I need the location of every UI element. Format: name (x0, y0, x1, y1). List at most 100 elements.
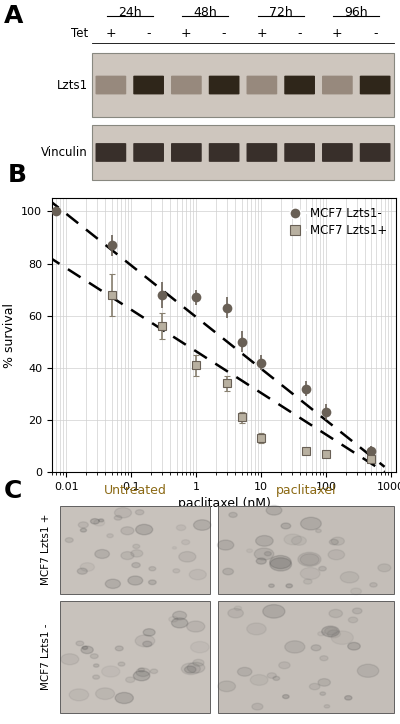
Circle shape (107, 534, 113, 538)
Circle shape (80, 563, 94, 571)
Circle shape (114, 508, 132, 518)
Circle shape (266, 505, 282, 515)
Circle shape (247, 623, 266, 635)
FancyBboxPatch shape (322, 75, 353, 94)
Circle shape (370, 583, 377, 587)
Circle shape (327, 630, 340, 638)
Circle shape (132, 563, 140, 568)
Circle shape (254, 548, 274, 560)
FancyBboxPatch shape (171, 75, 202, 94)
FancyBboxPatch shape (209, 75, 240, 94)
Circle shape (173, 569, 180, 573)
Circle shape (184, 666, 196, 673)
Circle shape (329, 539, 338, 544)
Circle shape (187, 621, 205, 632)
Circle shape (284, 534, 302, 544)
Text: Lzts1: Lzts1 (57, 78, 88, 91)
Circle shape (143, 628, 155, 636)
Circle shape (90, 654, 98, 659)
FancyBboxPatch shape (171, 143, 202, 162)
Circle shape (61, 654, 79, 665)
Circle shape (169, 617, 178, 622)
Circle shape (357, 664, 379, 678)
Circle shape (93, 675, 100, 679)
Text: +: + (106, 27, 116, 40)
Circle shape (320, 656, 328, 661)
Circle shape (252, 703, 263, 710)
Circle shape (328, 550, 344, 560)
Circle shape (331, 537, 344, 545)
Circle shape (193, 660, 204, 666)
Text: C: C (4, 479, 22, 503)
FancyBboxPatch shape (96, 75, 126, 94)
Circle shape (187, 662, 205, 673)
Circle shape (77, 568, 87, 574)
Text: paclitaxel: paclitaxel (276, 484, 336, 497)
Circle shape (80, 529, 86, 532)
Circle shape (270, 557, 292, 571)
FancyBboxPatch shape (360, 143, 390, 162)
Circle shape (318, 678, 330, 686)
Circle shape (218, 540, 234, 550)
Circle shape (191, 641, 209, 653)
Circle shape (256, 558, 266, 564)
Circle shape (229, 513, 237, 518)
Circle shape (223, 568, 234, 575)
Circle shape (318, 631, 324, 636)
Circle shape (263, 605, 285, 618)
Text: -: - (222, 27, 226, 40)
FancyBboxPatch shape (133, 75, 164, 94)
Y-axis label: % survival: % survival (3, 303, 16, 368)
FancyBboxPatch shape (218, 601, 394, 713)
Circle shape (345, 696, 352, 700)
Circle shape (136, 668, 150, 676)
Circle shape (298, 552, 321, 566)
Circle shape (172, 547, 176, 549)
Circle shape (300, 517, 321, 530)
Text: +: + (332, 27, 343, 40)
Circle shape (250, 675, 268, 686)
FancyBboxPatch shape (218, 505, 394, 594)
Text: 96h: 96h (344, 6, 368, 19)
FancyBboxPatch shape (322, 143, 353, 162)
Circle shape (316, 529, 321, 533)
Circle shape (238, 668, 252, 676)
Circle shape (194, 520, 211, 530)
Circle shape (133, 670, 150, 681)
Circle shape (131, 550, 143, 557)
Circle shape (324, 704, 330, 708)
FancyBboxPatch shape (246, 75, 277, 94)
Circle shape (76, 641, 84, 646)
Circle shape (78, 522, 88, 528)
Text: B: B (7, 164, 26, 188)
Circle shape (136, 524, 153, 535)
Circle shape (95, 550, 110, 558)
Circle shape (176, 525, 186, 531)
Circle shape (247, 549, 252, 552)
Text: 48h: 48h (193, 6, 217, 19)
Circle shape (348, 642, 360, 650)
Circle shape (270, 555, 291, 568)
Circle shape (267, 673, 276, 678)
Circle shape (143, 641, 152, 647)
Text: -: - (373, 27, 377, 40)
Circle shape (90, 518, 99, 524)
Legend: MCF7 Lzts1-, MCF7 Lzts1+: MCF7 Lzts1-, MCF7 Lzts1+ (281, 204, 390, 240)
Circle shape (264, 552, 271, 556)
Circle shape (348, 617, 358, 623)
Circle shape (121, 552, 134, 560)
Circle shape (310, 683, 320, 690)
Circle shape (351, 588, 362, 594)
FancyBboxPatch shape (209, 143, 240, 162)
Circle shape (114, 515, 122, 520)
Circle shape (352, 608, 362, 614)
Circle shape (273, 676, 280, 681)
Circle shape (148, 580, 156, 584)
Circle shape (99, 519, 104, 522)
FancyBboxPatch shape (60, 601, 210, 713)
FancyBboxPatch shape (92, 125, 394, 180)
Circle shape (182, 539, 190, 544)
Circle shape (269, 584, 274, 587)
Circle shape (172, 618, 188, 628)
FancyBboxPatch shape (284, 143, 315, 162)
